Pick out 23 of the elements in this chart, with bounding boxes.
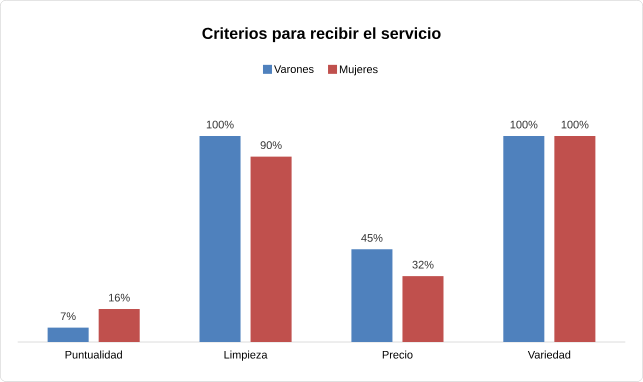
data-label: 100% xyxy=(510,120,538,129)
data-label: 7% xyxy=(60,312,76,320)
data-label: 45% xyxy=(361,234,382,242)
data-label: 100% xyxy=(206,120,234,129)
bar xyxy=(250,156,292,342)
legend-label: Mujeres xyxy=(340,65,378,76)
x-tick-label: Puntualidad xyxy=(66,350,122,359)
bar xyxy=(554,136,596,342)
x-tick-label: Variedad xyxy=(528,350,570,359)
chart-title: Criterios para recibir el servicio xyxy=(202,27,441,42)
data-label: 16% xyxy=(109,294,130,302)
bar xyxy=(402,276,444,342)
bar xyxy=(98,309,140,342)
legend-label: Varones xyxy=(274,65,314,74)
x-tick-label: Limpieza xyxy=(224,350,268,361)
data-label: 90% xyxy=(260,141,282,150)
bar xyxy=(503,136,544,342)
bar xyxy=(351,249,392,342)
bar xyxy=(200,136,241,342)
x-tick-label: Precio xyxy=(382,350,413,359)
data-label: 100% xyxy=(562,120,588,129)
data-label: 32% xyxy=(412,260,434,269)
bar xyxy=(48,328,89,342)
